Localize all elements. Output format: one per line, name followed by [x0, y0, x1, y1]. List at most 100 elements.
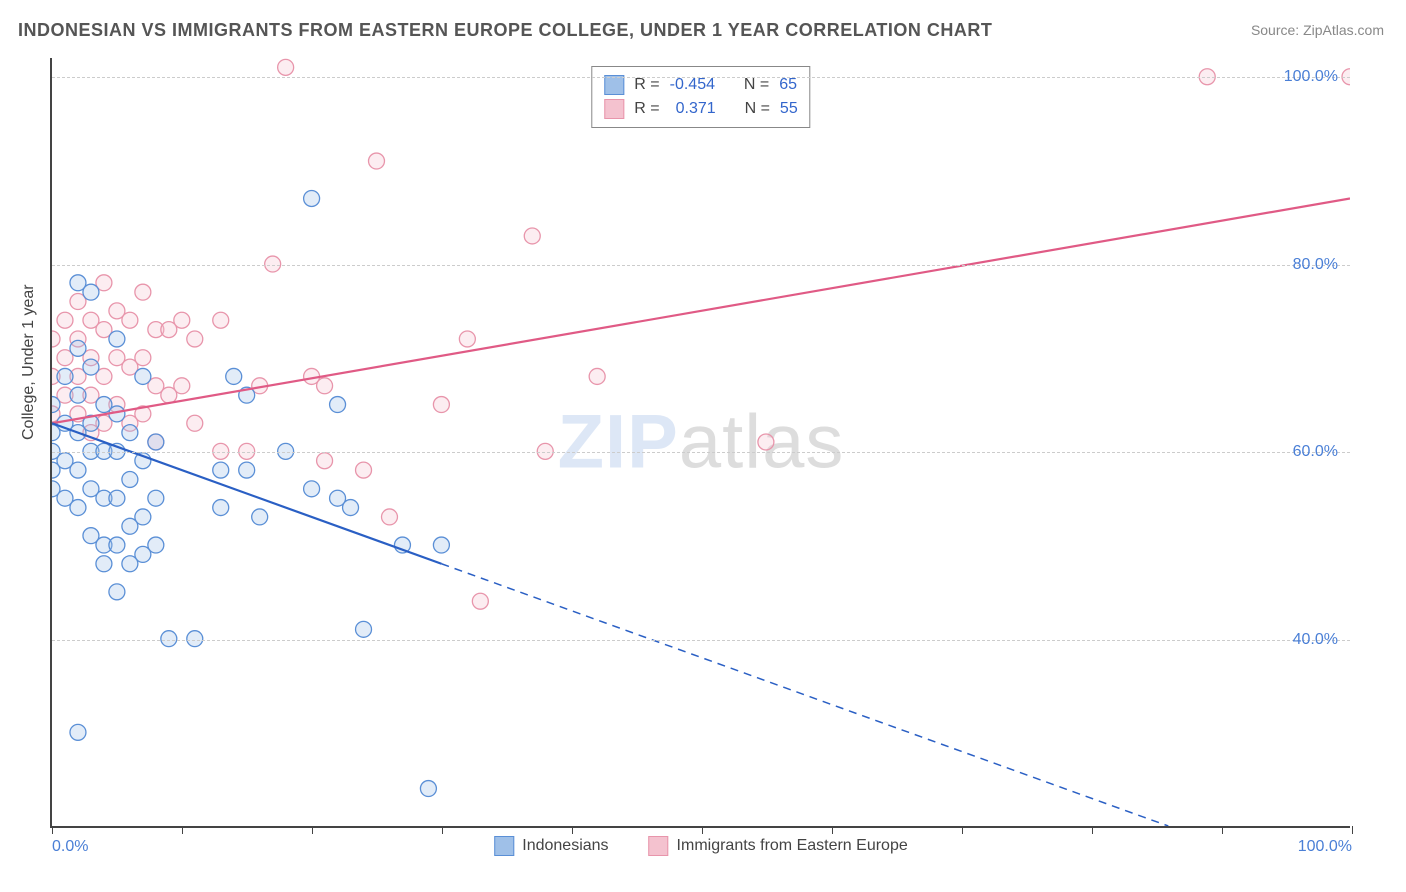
- scatter-point: [83, 359, 99, 375]
- stats-row-pink: R = 0.371 N = 55: [604, 97, 797, 121]
- scatter-point: [381, 509, 397, 525]
- ytick-label: 80.0%: [1293, 256, 1338, 274]
- scatter-point: [148, 434, 164, 450]
- series-label-pink: Immigrants from Eastern Europe: [677, 837, 908, 855]
- r-value-pink: 0.371: [670, 97, 716, 121]
- scatter-point: [57, 312, 73, 328]
- trendline-blue-dashed: [441, 564, 1168, 826]
- scatter-point: [135, 453, 151, 469]
- xtick-mark: [572, 826, 573, 834]
- scatter-point: [52, 331, 60, 347]
- gridline: [52, 77, 1350, 78]
- scatter-point: [109, 443, 125, 459]
- scatter-point: [122, 415, 138, 431]
- scatter-overlay: [52, 58, 1350, 826]
- scatter-point: [161, 387, 177, 403]
- swatch-blue-icon: [494, 836, 514, 856]
- scatter-point: [226, 368, 242, 384]
- swatch-blue: [604, 75, 624, 95]
- xtick-label: 0.0%: [52, 838, 88, 856]
- scatter-point: [213, 462, 229, 478]
- scatter-point: [70, 425, 86, 441]
- scatter-point: [187, 415, 203, 431]
- scatter-point: [304, 368, 320, 384]
- scatter-point: [148, 322, 164, 338]
- scatter-point: [96, 368, 112, 384]
- scatter-point: [330, 490, 346, 506]
- scatter-point: [135, 368, 151, 384]
- scatter-point: [135, 406, 151, 422]
- scatter-point: [187, 331, 203, 347]
- scatter-point: [109, 406, 125, 422]
- ytick-label: 100.0%: [1284, 68, 1338, 86]
- scatter-point: [239, 443, 255, 459]
- scatter-point: [96, 556, 112, 572]
- scatter-point: [213, 443, 229, 459]
- scatter-point: [148, 378, 164, 394]
- xtick-mark: [52, 826, 53, 834]
- scatter-point: [187, 631, 203, 647]
- scatter-point: [70, 275, 86, 291]
- scatter-point: [122, 471, 138, 487]
- scatter-point: [83, 312, 99, 328]
- scatter-point: [239, 387, 255, 403]
- scatter-point: [83, 415, 99, 431]
- scatter-point: [122, 518, 138, 534]
- scatter-point: [537, 443, 553, 459]
- xtick-mark: [962, 826, 963, 834]
- scatter-point: [83, 387, 99, 403]
- gridline: [52, 452, 1350, 453]
- scatter-point: [70, 462, 86, 478]
- scatter-point: [70, 724, 86, 740]
- scatter-point: [369, 153, 385, 169]
- xtick-mark: [1092, 826, 1093, 834]
- series-label-blue: Indonesians: [522, 837, 608, 855]
- scatter-point: [52, 397, 60, 413]
- trendline-blue-solid: [52, 423, 441, 563]
- xtick-mark: [1352, 826, 1353, 834]
- scatter-point: [433, 537, 449, 553]
- scatter-point: [135, 546, 151, 562]
- scatter-point: [109, 584, 125, 600]
- scatter-point: [83, 425, 99, 441]
- scatter-point: [213, 500, 229, 516]
- xtick-mark: [832, 826, 833, 834]
- scatter-point: [96, 537, 112, 553]
- scatter-point: [96, 415, 112, 431]
- y-axis-label: College, Under 1 year: [20, 284, 38, 440]
- scatter-point: [213, 312, 229, 328]
- scatter-point: [394, 537, 410, 553]
- scatter-point: [304, 191, 320, 207]
- xtick-mark: [442, 826, 443, 834]
- scatter-point: [122, 312, 138, 328]
- scatter-point: [148, 490, 164, 506]
- n-label: N =: [745, 97, 770, 121]
- watermark: ZIPatlas: [558, 399, 845, 486]
- scatter-point: [278, 443, 294, 459]
- scatter-point: [356, 621, 372, 637]
- scatter-point: [70, 331, 86, 347]
- scatter-point: [83, 443, 99, 459]
- scatter-point: [148, 434, 164, 450]
- scatter-point: [83, 284, 99, 300]
- chart-title: INDONESIAN VS IMMIGRANTS FROM EASTERN EU…: [18, 20, 992, 41]
- scatter-point: [148, 537, 164, 553]
- scatter-point: [122, 556, 138, 572]
- swatch-pink-icon: [649, 836, 669, 856]
- legend-item-pink: Immigrants from Eastern Europe: [649, 836, 908, 856]
- scatter-point: [52, 406, 60, 422]
- chart-area: ZIPatlas R = -0.454 N = 65 R = 0.371 N =…: [50, 58, 1350, 828]
- scatter-point: [83, 528, 99, 544]
- scatter-point: [96, 397, 112, 413]
- scatter-point: [135, 284, 151, 300]
- scatter-point: [70, 500, 86, 516]
- scatter-point: [52, 481, 60, 497]
- scatter-point: [161, 322, 177, 338]
- watermark-atlas: atlas: [679, 400, 845, 485]
- scatter-point: [524, 228, 540, 244]
- scatter-point: [52, 462, 60, 478]
- scatter-point: [122, 425, 138, 441]
- watermark-zip: ZIP: [558, 400, 679, 485]
- scatter-point: [278, 59, 294, 75]
- scatter-point: [57, 415, 73, 431]
